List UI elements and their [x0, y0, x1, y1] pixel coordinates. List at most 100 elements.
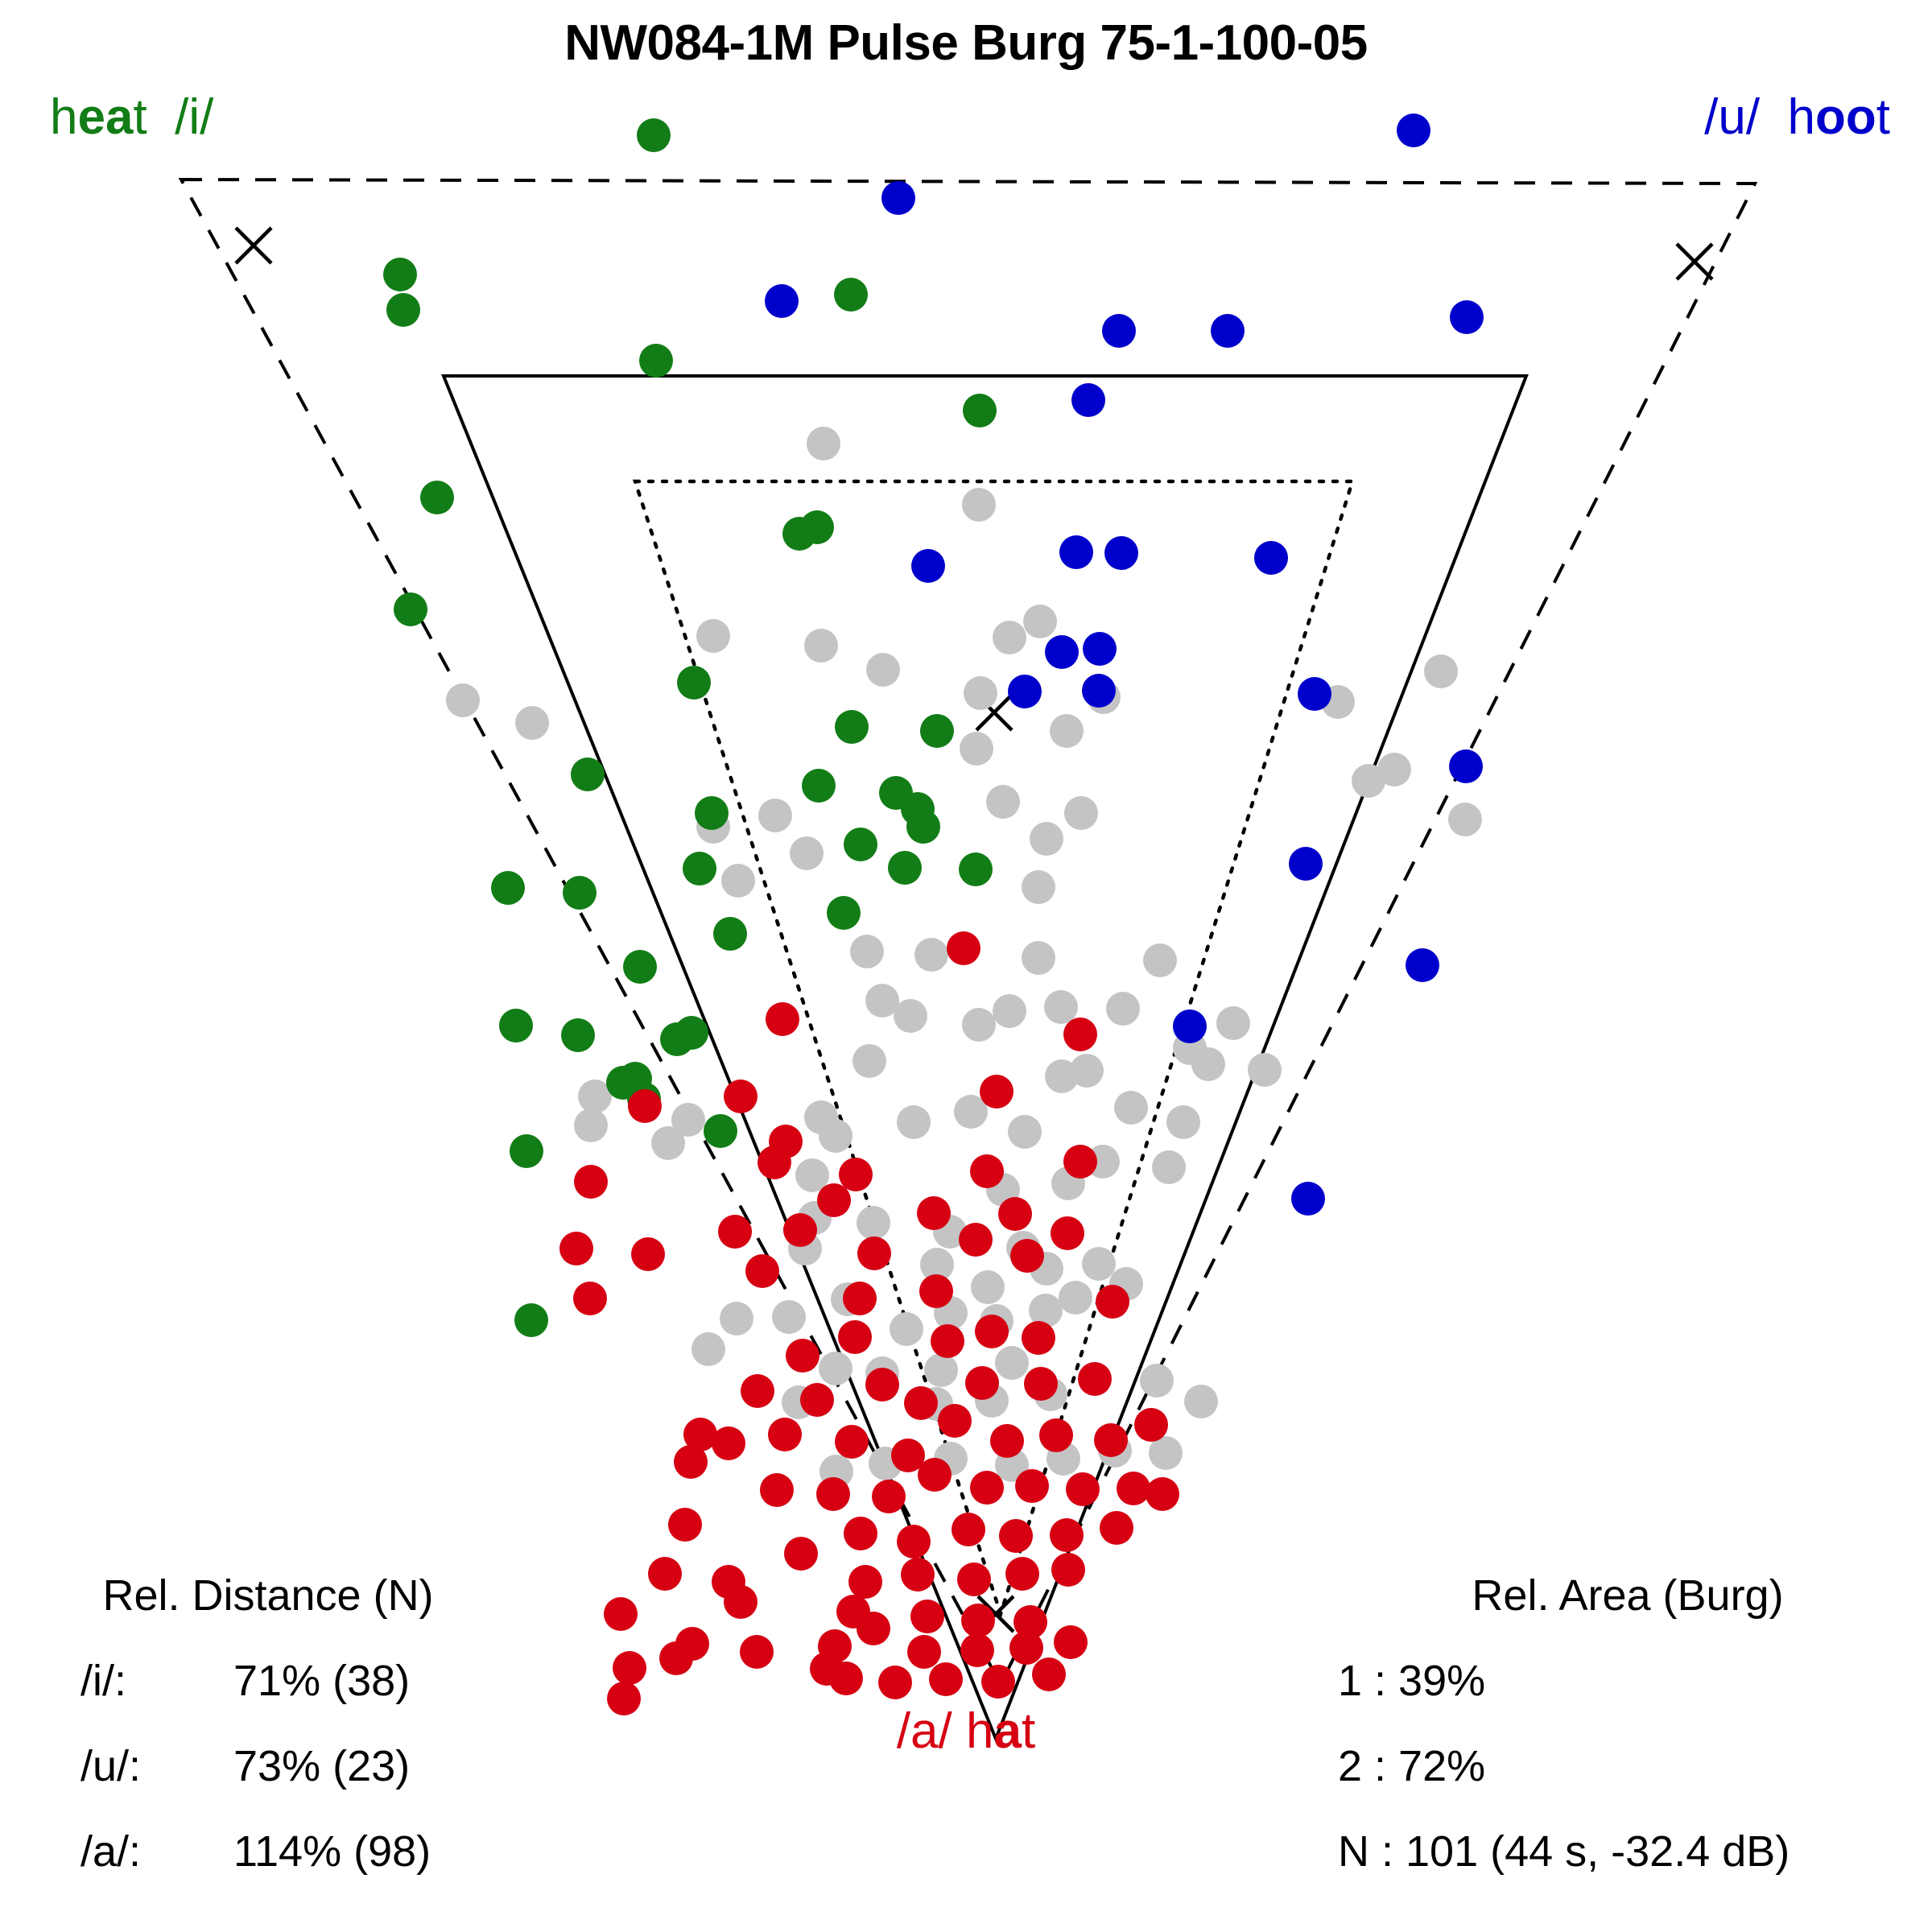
data-point [1082, 1247, 1116, 1281]
data-point [980, 1075, 1013, 1108]
data-point [613, 1651, 646, 1685]
data-point [919, 1274, 953, 1308]
rel-distance-value: 71% (38) [233, 1657, 411, 1705]
data-point [964, 676, 997, 710]
data-point [795, 1158, 829, 1192]
data-point [1008, 675, 1042, 708]
data-point [1104, 536, 1138, 570]
data-point [1051, 1553, 1085, 1587]
data-point [712, 1426, 745, 1460]
data-point [766, 1002, 799, 1036]
data-point [1030, 822, 1063, 856]
data-point [800, 1383, 834, 1417]
data-point [920, 1248, 954, 1282]
data-point [995, 1346, 1029, 1380]
data-point [1078, 1362, 1112, 1396]
rel-distance-key: /a/: [80, 1827, 142, 1876]
data-point [1114, 1091, 1148, 1125]
data-point [668, 1508, 702, 1542]
data-point [1100, 1511, 1133, 1545]
data-point [857, 1206, 890, 1240]
data-point [817, 1183, 851, 1217]
data-point [1298, 677, 1331, 711]
data-point [514, 1303, 548, 1337]
data-point [695, 796, 729, 830]
data-point [510, 1134, 543, 1168]
data-point [804, 1100, 838, 1134]
data-point [571, 758, 605, 791]
data-point [628, 1089, 662, 1123]
data-point [959, 852, 993, 886]
data-point [843, 1282, 877, 1315]
data-point [772, 1300, 806, 1334]
data-point [848, 1565, 882, 1599]
data-point [897, 1525, 931, 1558]
data-point [674, 1445, 708, 1479]
data-point [971, 1270, 1005, 1304]
data-point [1083, 632, 1117, 666]
data-point [383, 258, 417, 291]
data-point [660, 1022, 694, 1056]
data-point [1064, 796, 1098, 830]
scatter-series-a [559, 931, 1179, 1715]
data-point [839, 1158, 873, 1191]
data-point [691, 1332, 725, 1366]
data-point [1211, 314, 1245, 348]
data-point [957, 1563, 991, 1596]
data-point [741, 1374, 774, 1408]
data-point [639, 344, 673, 378]
data-point [975, 1315, 1009, 1348]
corner-a-symbol: /a/ [896, 1703, 952, 1759]
data-point [993, 621, 1026, 654]
rel-distance-panel: Rel. Distance (N) /i/: 71% (38) /u/: 73% (2… [24, 1574, 523, 1915]
data-point [578, 1080, 612, 1113]
data-point [683, 852, 716, 886]
data-point [1024, 1367, 1058, 1401]
data-point [515, 706, 549, 740]
rel-distance-value: 73% (23) [233, 1742, 411, 1790]
scatter-series-i [383, 118, 997, 1337]
data-point [917, 1196, 951, 1230]
data-point [1146, 1477, 1179, 1511]
data-point [807, 427, 840, 460]
data-point [1039, 1418, 1073, 1452]
data-point [1005, 1557, 1039, 1591]
data-point [651, 1126, 685, 1160]
data-point [1063, 1018, 1097, 1051]
data-point [1397, 114, 1430, 147]
data-point [1406, 948, 1439, 982]
data-point [1063, 1145, 1097, 1179]
data-point [1191, 1047, 1225, 1081]
triangle-2 [632, 479, 1356, 1620]
data-point [563, 876, 597, 910]
reference-triangle [178, 177, 1758, 1688]
rel-area-rows: 1 : 39% 2 : 72% N : 101 (44 s, -32.4 dB) [1338, 1659, 1918, 1873]
data-point [891, 1439, 925, 1472]
data-point [1143, 943, 1177, 977]
data-point [561, 1018, 595, 1052]
corner-i-word-bold: ea [77, 89, 134, 145]
data-point [963, 394, 997, 427]
data-point [1059, 1281, 1092, 1315]
data-point [1071, 383, 1105, 417]
data-point [760, 1473, 794, 1507]
data-point [713, 917, 747, 951]
data-point [623, 950, 657, 984]
rel-distance-row: /a/: 114% (98) [24, 1830, 523, 1873]
data-point [659, 1641, 693, 1675]
data-point [758, 799, 792, 832]
corner-i-symbol: /i/ [175, 89, 214, 145]
data-point [559, 1232, 593, 1265]
page-title: NW084-1M Pulse Burg 75-1-100-05 [564, 15, 1368, 71]
rel-distance-key: /u/: [80, 1742, 142, 1790]
rel-distance-title: Rel. Distance (N) [102, 1571, 434, 1620]
data-point [1022, 870, 1055, 904]
data-point [865, 1368, 899, 1402]
data-point [683, 1418, 717, 1451]
data-point [499, 1009, 533, 1042]
data-point [394, 592, 427, 626]
corner-label-i: heat /i/ [50, 89, 213, 146]
data-point [1045, 635, 1079, 669]
data-point [1424, 654, 1458, 688]
data-point [947, 931, 980, 965]
